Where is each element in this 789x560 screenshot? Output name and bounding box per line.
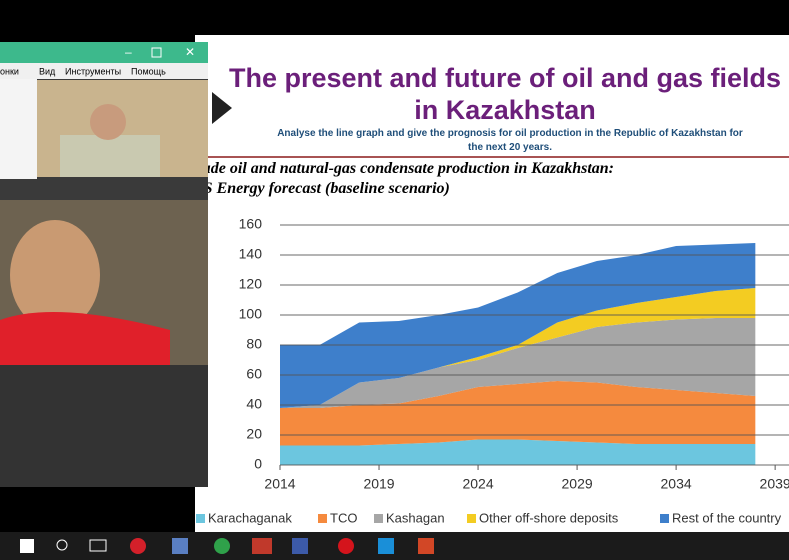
menu-item[interactable]: Вид — [39, 66, 56, 76]
chart-subtitle: IHS Energy forecast (baseline scenario) — [184, 180, 450, 197]
taskbar — [0, 532, 789, 560]
menu-item[interactable]: Инструменты — [65, 66, 121, 76]
y-tick-label: 100 — [239, 306, 263, 322]
close-button[interactable]: ✕ — [185, 45, 195, 59]
legend-label: TCO — [330, 510, 357, 525]
legend-swatch — [374, 514, 383, 523]
y-tick-label: 120 — [239, 276, 263, 292]
app-icon[interactable] — [172, 538, 188, 554]
y-tick-label: 40 — [246, 396, 262, 412]
app-icon[interactable] — [292, 538, 308, 554]
minimize-button[interactable]: – — [125, 45, 132, 59]
app-icon[interactable] — [214, 538, 230, 554]
slide-title: The present and future of oil and gas fi… — [225, 62, 785, 126]
app-icon[interactable] — [418, 538, 434, 554]
legend-label: Karachaganak — [208, 510, 292, 525]
x-tick-label: 2024 — [462, 476, 493, 492]
menu-item[interactable]: онки — [0, 66, 19, 76]
y-tick-label: 0 — [254, 456, 262, 472]
legend-label: Rest of the country — [672, 510, 782, 525]
screen: Crude oil and natural-gas condensate pro… — [0, 0, 789, 560]
panel — [0, 365, 208, 487]
x-tick-label: 2029 — [562, 476, 593, 492]
slide-subtitle: Analyse the line graph and give the prog… — [270, 127, 750, 155]
y-tick-label: 160 — [239, 216, 263, 232]
app-icon[interactable] — [252, 538, 272, 554]
y-tick-label: 60 — [246, 366, 262, 382]
legend-swatch — [318, 514, 327, 523]
legend-swatch — [467, 514, 476, 523]
y-tick-label: 140 — [239, 246, 263, 262]
title-bar — [0, 42, 208, 63]
x-tick-label: 2039 — [760, 476, 789, 492]
x-tick-label: 2014 — [264, 476, 295, 492]
video-person — [60, 135, 160, 177]
panel — [0, 79, 37, 179]
start-button[interactable] — [20, 539, 34, 553]
video-person — [90, 104, 126, 140]
x-tick-label: 2019 — [363, 476, 394, 492]
legend-swatch — [196, 514, 205, 523]
chart-title: Crude oil and natural-gas condensate pro… — [185, 160, 614, 177]
legend-swatch — [660, 514, 669, 523]
y-tick-label: 20 — [246, 426, 262, 442]
legend-label: Kashagan — [386, 510, 445, 525]
app-icon[interactable] — [130, 538, 146, 554]
menu-item[interactable]: Помощь — [131, 66, 166, 76]
legend-label: Other off-shore deposits — [479, 510, 619, 525]
app-icon[interactable] — [338, 538, 354, 554]
x-tick-label: 2034 — [661, 476, 692, 492]
app-icon[interactable] — [378, 538, 394, 554]
y-tick-label: 80 — [246, 336, 262, 352]
